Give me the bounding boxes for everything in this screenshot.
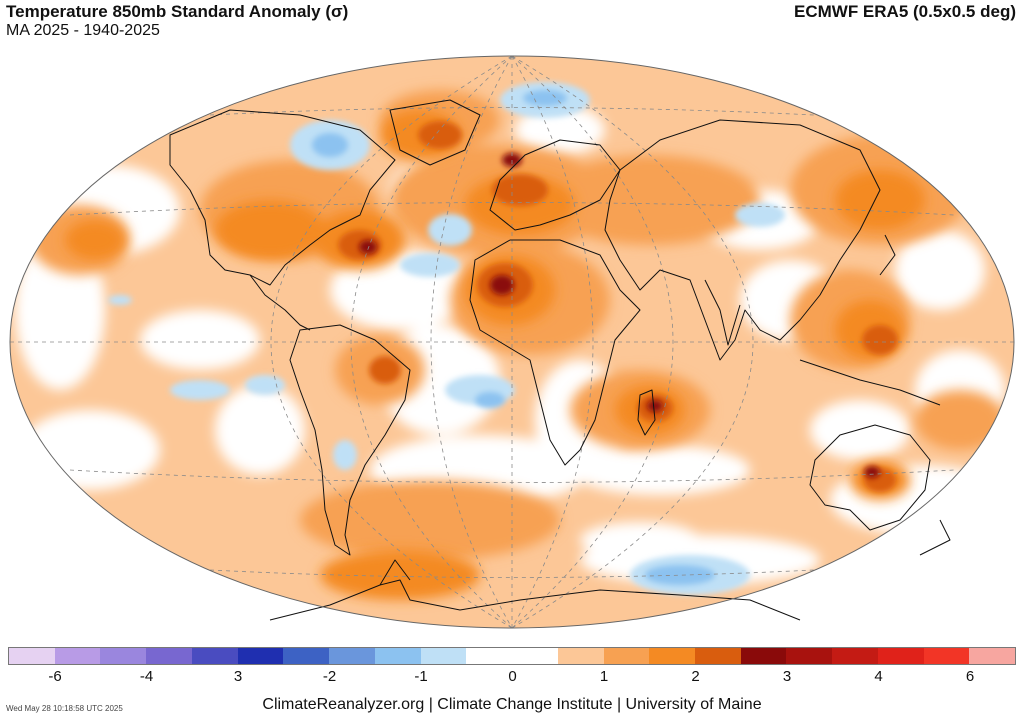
- antarctica-outline: [269, 579, 801, 621]
- color-scale-tick-label: 3: [782, 668, 792, 685]
- color-scale-segment: [329, 648, 375, 664]
- map-title: Temperature 850mb Standard Anomaly (σ): [6, 2, 349, 21]
- extreme-warm-areas: [359, 153, 880, 478]
- color-scale-segment: [191, 648, 238, 664]
- color-scale-segment: [283, 648, 330, 664]
- strong-cold-areas: [312, 90, 715, 585]
- anomaly-field: [10, 56, 1014, 628]
- coastlines: [169, 99, 951, 621]
- greenland-outline: [389, 99, 481, 166]
- color-scale-segment: [740, 648, 787, 664]
- madagascar-outline: [637, 389, 656, 436]
- color-scale-segment: [923, 648, 970, 664]
- color-scale-segment: [466, 648, 513, 664]
- color-scale-segment: [146, 648, 192, 664]
- color-scale-tick-label: -1: [414, 668, 428, 685]
- color-scale-segment: [420, 648, 467, 664]
- color-scale-segment: [374, 648, 421, 664]
- color-scale-segment: [603, 648, 650, 664]
- color-scale-segment: [695, 648, 741, 664]
- render-timestamp: Wed May 28 10:18:58 UTC 2025: [6, 704, 123, 713]
- color-scale-segment: [9, 648, 55, 664]
- data-source-label: ECMWF ERA5 (0.5x0.5 deg): [794, 2, 1016, 21]
- color-scale-segment: [54, 648, 101, 664]
- color-scale-segment: [832, 648, 878, 664]
- color-scale-tick-label: 6: [965, 668, 975, 685]
- color-scale-ticks: -6 -4 3 -2 -1 0 1 2 3 4 6: [0, 668, 1024, 688]
- central-america-outline: [249, 274, 311, 331]
- color-scale-segment: [237, 648, 284, 664]
- new-zealand-outline: [919, 519, 951, 556]
- graticule-lines: [10, 56, 1014, 628]
- color-scale-tick-label: 1: [599, 668, 609, 685]
- color-scale-tick-label: 2: [691, 668, 700, 685]
- color-scale-segment: [877, 648, 924, 664]
- color-scale-tick-label: -4: [139, 668, 154, 685]
- antarctic-peninsula-outline: [379, 559, 411, 586]
- north-america-outline: [169, 109, 396, 286]
- australia-outline: [809, 424, 931, 531]
- color-scale-segment: [786, 648, 833, 664]
- color-scale-bar: [8, 647, 1016, 665]
- color-scale-segment: [512, 648, 558, 664]
- color-scale-segment: [557, 648, 604, 664]
- globe-border: [9, 55, 1015, 629]
- credit-line: ClimateReanalyzer.org | Climate Change I…: [262, 696, 762, 713]
- color-scale-tick-label: -2: [322, 668, 337, 685]
- south-america-outline: [289, 324, 411, 556]
- color-scale-tick-label: -6: [48, 668, 62, 685]
- color-scale-segment: [100, 648, 147, 664]
- anomaly-map: [0, 40, 1024, 640]
- color-scale-segment: [969, 648, 1016, 664]
- japan-outline: [879, 234, 896, 276]
- color-scale-tick-label: 3: [233, 668, 243, 685]
- color-scale-segment: [649, 648, 696, 664]
- maritime-asia-outline: [799, 359, 941, 406]
- color-scale-tick-label: 0: [508, 668, 517, 685]
- map-subtitle: MA 2025 - 1940-2025: [6, 22, 160, 39]
- africa-outline: [469, 239, 641, 466]
- color-scale-tick-label: 4: [874, 668, 883, 685]
- india-outline: [704, 279, 741, 346]
- asia-outline: [604, 119, 881, 361]
